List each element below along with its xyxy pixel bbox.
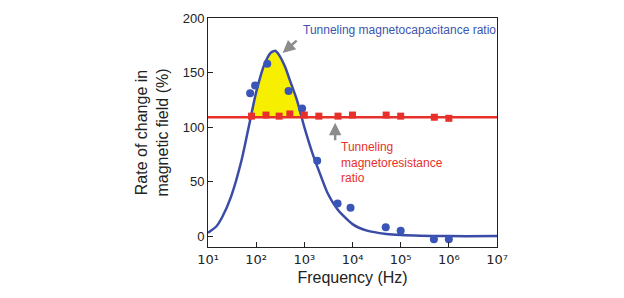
svg-text:10⁷: 10⁷ (486, 252, 508, 267)
svg-text:Frequency (Hz): Frequency (Hz) (297, 269, 407, 286)
svg-text:10⁴: 10⁴ (342, 252, 364, 267)
svg-text:150: 150 (183, 65, 205, 80)
svg-text:10³: 10³ (293, 252, 315, 267)
svg-text:Tunneling magnetocapacitance r: Tunneling magnetocapacitance ratio (303, 23, 496, 37)
svg-text:Rate of change inmagnetic fiel: Rate of change inmagnetic field (%) (133, 68, 171, 196)
svg-text:Tunnelingmagnetoresistancerati: Tunnelingmagnetoresistanceratio (341, 140, 443, 185)
svg-text:0: 0 (197, 229, 204, 244)
svg-text:10²: 10² (245, 252, 267, 267)
svg-text:10⁶: 10⁶ (438, 252, 460, 267)
svg-text:100: 100 (183, 120, 205, 135)
svg-text:200: 200 (183, 11, 205, 26)
svg-text:10⁵: 10⁵ (390, 252, 412, 267)
svg-text:50: 50 (190, 174, 204, 189)
svg-text:10¹: 10¹ (197, 252, 219, 267)
